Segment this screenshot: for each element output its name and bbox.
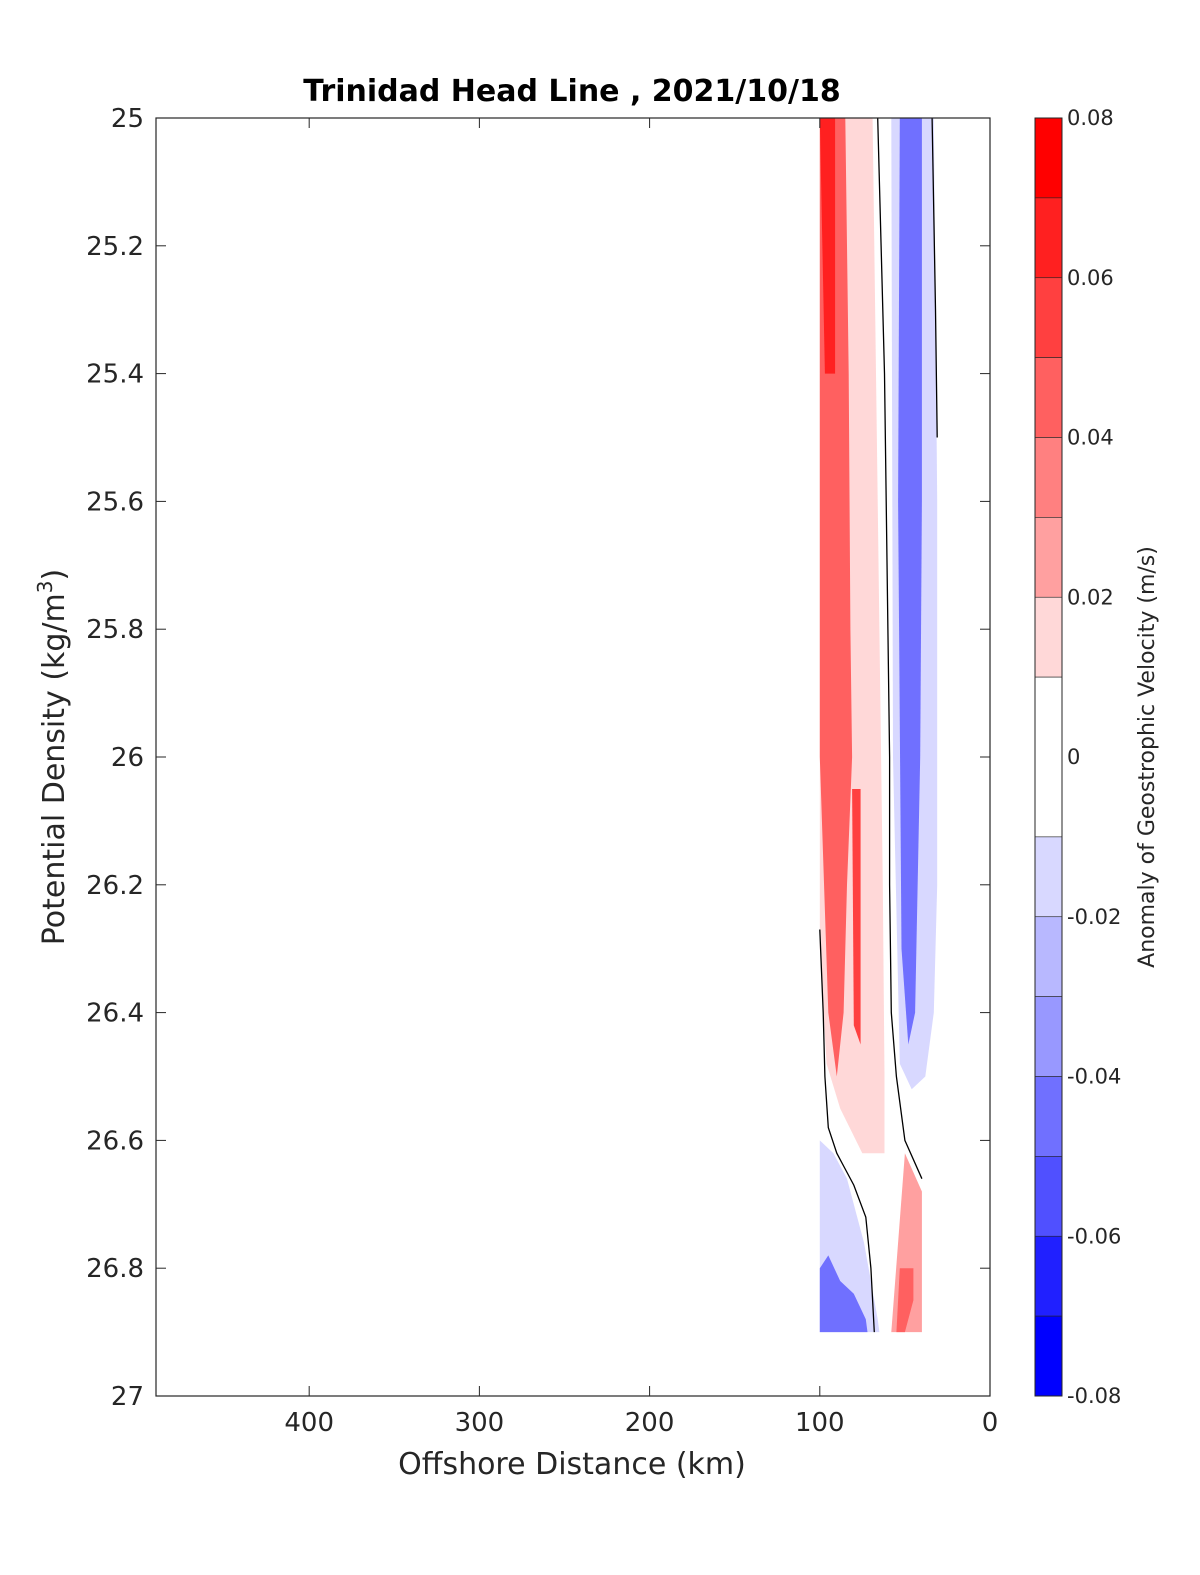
colorbar-level	[1034, 1156, 1063, 1237]
contour-regions	[819, 118, 938, 1333]
region-negative-core-band	[898, 118, 922, 1045]
region-positive-deep-core	[852, 789, 861, 1045]
colorbar-level	[1034, 517, 1063, 598]
x-axis-ticks: 400 300 200 100 0	[284, 118, 998, 1438]
colorbar: 0.08 0.06 0.04 0.02 0 -0.02 -0.04 -0.06 -0.08 An…	[1034, 106, 1160, 1408]
y-axis-label-end: )	[37, 569, 72, 581]
y-tick-label: 26.4	[86, 999, 144, 1029]
x-axis-label: Offshore Distance (km)	[398, 1447, 746, 1482]
chart-title: Trinidad Head Line , 2021/10/18	[303, 74, 840, 109]
y-tick-label: 25.6	[86, 487, 144, 517]
x-tick-label: 0	[982, 1408, 999, 1438]
colorbar-tick-label: 0.02	[1067, 585, 1114, 609]
region-negative-deep-core	[819, 1255, 868, 1333]
colorbar-level	[1034, 1076, 1063, 1157]
zero-contour-line-3	[819, 929, 875, 1333]
zero-contour-lines	[819, 117, 938, 1333]
colorbar-tick-label: 0.08	[1067, 106, 1114, 130]
y-tick-label: 26	[111, 743, 144, 773]
y-tick-label: 26.6	[86, 1126, 144, 1156]
y-axis-label: Potential Density (kg/m3)	[33, 569, 72, 945]
x-tick-label: 300	[455, 1408, 505, 1438]
colorbar-level	[1034, 596, 1063, 678]
colorbar-tick-label: -0.02	[1067, 905, 1121, 929]
colorbar-level	[1034, 437, 1063, 518]
y-tick-label: 25.2	[86, 232, 144, 262]
colorbar-tick-label: -0.08	[1067, 1384, 1121, 1408]
colorbar-levels	[1034, 117, 1063, 1397]
colorbar-frame	[1034, 117, 1063, 1397]
y-tick-label: 25.4	[86, 360, 144, 390]
y-axis-label-superscript: 3	[33, 580, 57, 593]
region-positive-core-band	[819, 118, 836, 374]
x-tick-label: 200	[625, 1408, 675, 1438]
colorbar-tick-label: -0.06	[1067, 1224, 1121, 1248]
y-tick-label: 26.8	[86, 1254, 144, 1284]
y-axis-ticks: 25 25.2 25.4 25.6 25.8 26 26.2 26.4 26.6 26.8 27	[86, 104, 990, 1412]
region-positive-deep-onshore	[896, 1268, 914, 1333]
zero-contour-line-1	[877, 117, 923, 1179]
colorbar-level	[1034, 277, 1063, 358]
y-tick-label: 25	[111, 104, 144, 134]
colorbar-level	[1034, 916, 1063, 997]
colorbar-level	[1034, 197, 1063, 279]
plot-area: 400 300 200 100 0 25 25.2 25.4 25.6 25.8 26 26.2 26…	[86, 104, 998, 1438]
colorbar-tick-label: 0.04	[1067, 426, 1114, 450]
colorbar-tick-label: 0	[1067, 745, 1080, 769]
x-tick-label: 400	[284, 1408, 334, 1438]
colorbar-level	[1034, 1315, 1063, 1397]
x-tick-label: 100	[795, 1408, 845, 1438]
colorbar-level	[1034, 676, 1063, 838]
colorbar-level	[1034, 117, 1063, 199]
colorbar-level	[1034, 1235, 1063, 1317]
y-tick-label: 25.8	[86, 615, 144, 645]
colorbar-level	[1034, 357, 1063, 438]
colorbar-level	[1034, 836, 1063, 918]
y-axis-label-main: Potential Density (kg/m	[37, 593, 72, 945]
zero-contour-line-2	[931, 117, 938, 438]
colorbar-tick-label: -0.04	[1067, 1065, 1121, 1089]
colorbar-label: Anomaly of Geostrophic Velocity (m/s)	[1135, 546, 1160, 968]
colorbar-tick-label: 0.06	[1067, 266, 1114, 290]
colorbar-level	[1034, 996, 1063, 1077]
colorbar-ticks: 0.08 0.06 0.04 0.02 0 -0.02 -0.04 -0.06 -0.08	[1067, 106, 1121, 1408]
y-tick-label: 26.2	[86, 871, 144, 901]
y-tick-label: 27	[111, 1382, 144, 1412]
